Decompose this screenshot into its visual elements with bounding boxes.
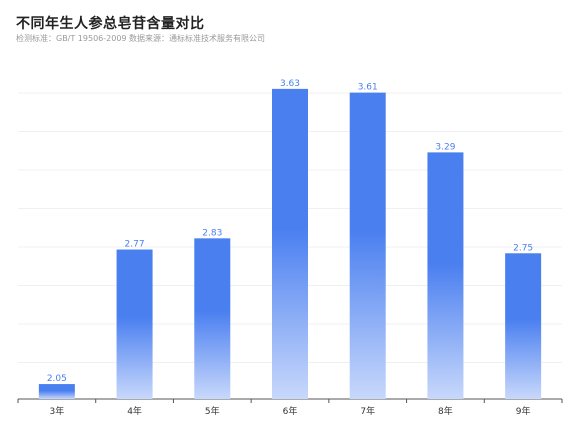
x-tick-label: 5年: [205, 405, 220, 417]
bar-value-label: 2.75: [513, 243, 533, 253]
bar-5年[interactable]: [194, 238, 231, 399]
bar-7年[interactable]: [349, 92, 386, 399]
bar-3年[interactable]: [38, 384, 75, 399]
bar-value-label: 3.29: [435, 142, 455, 152]
x-tick-label: 8年: [438, 405, 453, 417]
x-tick-label: 3年: [49, 405, 64, 417]
bar-value-label: 2.05: [47, 374, 67, 384]
bar-8年[interactable]: [427, 152, 464, 399]
chart-subtitle: 检测标准：GB/T 19506-2009 数据来源：通标标准技术服务有限公司: [16, 34, 266, 43]
x-tick-label: 7年: [360, 405, 375, 417]
chart-title: 不同年生人参总皂苷含量对比: [16, 16, 205, 32]
x-tick-label: 6年: [283, 405, 298, 417]
bar-value-label: 2.77: [125, 240, 145, 250]
bar-4年[interactable]: [116, 249, 153, 399]
bar-6年[interactable]: [272, 88, 308, 400]
x-tick-label: 4年: [127, 405, 142, 417]
bar-value-label: 2.83: [202, 228, 222, 238]
bar-9年[interactable]: [505, 253, 542, 399]
bar-value-label: 3.63: [280, 79, 300, 89]
x-tick-label: 9年: [516, 405, 531, 417]
bar-value-label: 3.61: [358, 83, 378, 93]
